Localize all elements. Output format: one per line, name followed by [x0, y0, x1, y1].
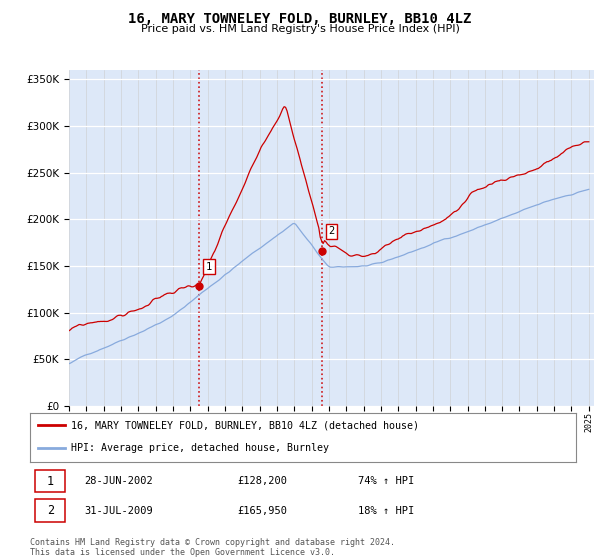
Text: 31-JUL-2009: 31-JUL-2009	[85, 506, 154, 516]
Text: £165,950: £165,950	[238, 506, 287, 516]
Text: HPI: Average price, detached house, Burnley: HPI: Average price, detached house, Burn…	[71, 443, 329, 453]
Text: 2: 2	[47, 504, 54, 517]
Text: 1: 1	[206, 262, 212, 272]
FancyBboxPatch shape	[35, 500, 65, 522]
Text: £128,200: £128,200	[238, 476, 287, 486]
Text: 18% ↑ HPI: 18% ↑ HPI	[358, 506, 414, 516]
Text: 16, MARY TOWNELEY FOLD, BURNLEY, BB10 4LZ (detached house): 16, MARY TOWNELEY FOLD, BURNLEY, BB10 4L…	[71, 420, 419, 430]
Text: 28-JUN-2002: 28-JUN-2002	[85, 476, 154, 486]
FancyBboxPatch shape	[35, 470, 65, 492]
Text: Contains HM Land Registry data © Crown copyright and database right 2024.
This d: Contains HM Land Registry data © Crown c…	[30, 538, 395, 557]
Text: 16, MARY TOWNELEY FOLD, BURNLEY, BB10 4LZ: 16, MARY TOWNELEY FOLD, BURNLEY, BB10 4L…	[128, 12, 472, 26]
Text: 74% ↑ HPI: 74% ↑ HPI	[358, 476, 414, 486]
Text: 2: 2	[329, 226, 335, 236]
Text: Price paid vs. HM Land Registry's House Price Index (HPI): Price paid vs. HM Land Registry's House …	[140, 24, 460, 34]
Text: 1: 1	[47, 475, 54, 488]
